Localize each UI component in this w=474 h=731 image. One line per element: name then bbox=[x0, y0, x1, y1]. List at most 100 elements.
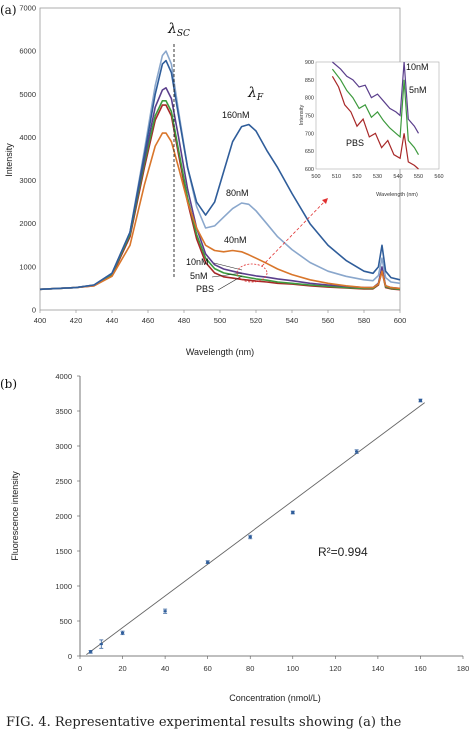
data-point bbox=[206, 561, 210, 564]
inset-x-tick-label: 510 bbox=[332, 174, 341, 180]
panel-a-x-tick-label: 460 bbox=[142, 316, 155, 325]
inset-y-tick-label: 700 bbox=[305, 131, 314, 137]
scattering-peak-label: λSC bbox=[167, 21, 190, 39]
panel-b-y-tick-label: 3500 bbox=[55, 407, 72, 416]
panel-b-x-tick-label: 60 bbox=[203, 664, 211, 673]
panel-b-x-tick-label: 0 bbox=[78, 664, 82, 673]
fluorescence-peak-symbol: λ bbox=[247, 85, 257, 101]
panel-a-x-ticks: 400 420 440 460 480 500 520 540 560 580 600 bbox=[34, 310, 407, 325]
inset-x-tick-label: 560 bbox=[434, 174, 443, 180]
panel-b-y-tick-label: 500 bbox=[59, 617, 72, 626]
data-point bbox=[248, 536, 252, 538]
inset-series-lines bbox=[331, 61, 420, 170]
inset-label-10nM: 10nM bbox=[406, 62, 429, 72]
inset-y-tick-label: 900 bbox=[305, 60, 314, 66]
data-point bbox=[163, 610, 167, 613]
panel-b-x-tick-label: 20 bbox=[118, 664, 126, 673]
data-point bbox=[120, 631, 125, 634]
panel-b-y-tick-label: 1000 bbox=[55, 582, 72, 591]
panel-a-y-tick-label: 0 bbox=[32, 306, 36, 315]
inset-y-tick-label: 600 bbox=[305, 167, 314, 173]
scattering-peak-symbol: λ bbox=[167, 21, 177, 37]
figure-caption: FIG. 4. Representative experimental resu… bbox=[6, 715, 402, 730]
panel-a-y-tick-label: 2000 bbox=[19, 219, 36, 228]
panel-a-y-tick-label: 5000 bbox=[19, 90, 36, 99]
panel-b-x-tick-label: 80 bbox=[246, 664, 254, 673]
panel-a-x-axis-label: Wavelength (nm) bbox=[186, 347, 254, 357]
panel-a-x-tick-label: 500 bbox=[214, 316, 227, 325]
data-point bbox=[291, 511, 295, 514]
inset-x-tick-label: 520 bbox=[352, 174, 361, 180]
inset-y-tick-label: 800 bbox=[305, 96, 314, 102]
zoom-arrow-head bbox=[322, 198, 328, 204]
series-label-160nM: 160nM bbox=[222, 110, 250, 120]
inset-x-tick-label: 530 bbox=[373, 174, 382, 180]
panel-b-x-tick-label: 160 bbox=[414, 664, 427, 673]
panel-a-x-tick-label: 520 bbox=[250, 316, 263, 325]
panel-a-x-tick-label: 560 bbox=[322, 316, 335, 325]
inset-label-pbs: PBS bbox=[346, 138, 364, 148]
panel-a-x-tick-label: 400 bbox=[34, 316, 47, 325]
panel-b-y-tick-label: 3000 bbox=[55, 442, 72, 451]
spectrum-line-160nm bbox=[39, 59, 401, 291]
panel-a-y-tick-label: 7000 bbox=[19, 4, 36, 13]
panel-a-x-tick-label: 540 bbox=[286, 316, 299, 325]
inset-line-5nm bbox=[331, 68, 420, 156]
panel-a-x-tick-label: 420 bbox=[70, 316, 83, 325]
panel-a-series-lines bbox=[39, 50, 401, 291]
fluorescence-peak-label: λF bbox=[247, 85, 264, 103]
data-point bbox=[89, 650, 93, 653]
panel-b-x-tick-label: 180 bbox=[457, 664, 470, 673]
data-point bbox=[355, 450, 359, 453]
panel-b-y-tick-label: 4000 bbox=[55, 372, 72, 381]
inset-x-tick-label: 550 bbox=[414, 174, 423, 180]
scattering-peak-subscript: SC bbox=[177, 29, 190, 39]
label-pointer-pbs bbox=[217, 275, 243, 291]
inset-x-axis-label: Wavelength (nm) bbox=[376, 192, 418, 198]
label-pointer-5nM bbox=[211, 272, 243, 278]
series-label-80nM: 80nM bbox=[226, 188, 249, 198]
series-label-pbs: PBS bbox=[196, 284, 214, 294]
zoom-region-circle bbox=[236, 263, 268, 283]
inset-y-tick-label: 750 bbox=[305, 114, 314, 120]
spectrum-line-40nm bbox=[39, 132, 401, 291]
panel-a-y-tick-label: 4000 bbox=[19, 133, 36, 142]
panel-a-y-tick-label: 6000 bbox=[19, 47, 36, 56]
panel-b-y-axis-label: Fluorescence intensity bbox=[10, 471, 20, 561]
panel-a-y-axis-label: Intensity bbox=[4, 143, 14, 177]
label-pointer-10nM bbox=[213, 262, 243, 271]
panel-b-y-tick-label: 1500 bbox=[55, 547, 72, 556]
inset-zoom-chart: 600 650 700 750 800 850 900 500 510 520 530 540 550… bbox=[299, 60, 444, 198]
fluorescence-peak-subscript: F bbox=[256, 93, 264, 103]
data-point bbox=[99, 643, 103, 646]
inset-plot-area bbox=[315, 61, 440, 170]
r-squared-annotation: R²=0.994 bbox=[318, 545, 368, 559]
inset-line-10nm bbox=[332, 61, 420, 134]
inset-line-pbs bbox=[331, 75, 419, 170]
inset-y-axis-label: Intensity bbox=[299, 105, 305, 126]
panel-b-x-ticks: 0 20 40 60 80 100 120 140 160 180 bbox=[78, 656, 469, 673]
inset-y-ticks: 600 650 700 750 800 850 900 bbox=[305, 60, 314, 173]
linear-fit-line bbox=[86, 402, 425, 655]
panel-a-y-tick-label: 3000 bbox=[19, 176, 36, 185]
panel-a-x-tick-label: 600 bbox=[394, 316, 407, 325]
inset-y-tick-label: 850 bbox=[305, 78, 314, 84]
panel-b-x-tick-label: 100 bbox=[287, 664, 300, 673]
panel-a-label: (a) bbox=[0, 3, 17, 17]
panel-a-y-ticks: 0 1000 2000 3000 4000 5000 6000 7000 bbox=[19, 4, 36, 315]
inset-y-tick-label: 650 bbox=[305, 149, 314, 155]
series-label-10nM: 10nM bbox=[186, 257, 209, 267]
zoom-connector-arrow bbox=[261, 197, 329, 267]
panel-b-data-points bbox=[88, 398, 423, 654]
panel-b-y-tick-label: 2500 bbox=[55, 477, 72, 486]
panel-b-label: (b) bbox=[0, 377, 17, 391]
panel-b-calibration-chart: (b) 0 500 1000 1500 2000 2500 3000 3500 4000 0 20… bbox=[0, 372, 469, 703]
panel-b-x-tick-label: 120 bbox=[329, 664, 342, 673]
panel-b-x-tick-label: 40 bbox=[161, 664, 169, 673]
inset-x-tick-label: 540 bbox=[393, 174, 402, 180]
inset-label-5nM: 5nM bbox=[409, 85, 427, 95]
panel-a-x-tick-label: 580 bbox=[358, 316, 371, 325]
panel-b-y-ticks: 0 500 1000 1500 2000 2500 3000 3500 4000 bbox=[55, 372, 80, 661]
